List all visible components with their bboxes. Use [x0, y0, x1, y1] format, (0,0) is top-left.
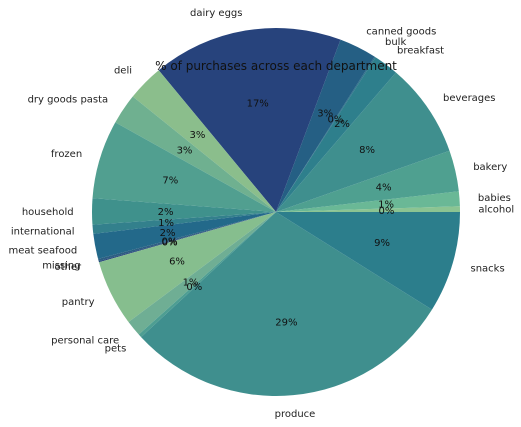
category-label: international — [11, 227, 75, 238]
pie-slice-pantry — [98, 212, 277, 323]
category-label: deli — [114, 65, 132, 76]
category-label: other — [54, 262, 82, 273]
category-label: produce — [275, 409, 316, 420]
pie-slices — [91, 27, 460, 396]
pie-slice-meat-seafood — [93, 212, 276, 259]
pie-slice-other — [98, 212, 276, 263]
percent-label: 0% — [186, 282, 202, 293]
category-label: snacks — [471, 263, 505, 274]
pie-slice-household — [91, 198, 276, 225]
category-label: pantry — [62, 297, 95, 308]
pie-slice-beverages — [276, 72, 450, 213]
pie-slice-babies — [276, 191, 460, 212]
pie-slice-personal-care — [128, 212, 276, 335]
pie-slice-dairy-eggs — [158, 27, 341, 212]
percent-label: 3% — [317, 109, 333, 120]
category-label: babies — [478, 193, 511, 204]
category-label: pets — [105, 344, 127, 355]
category-label: personal care — [51, 336, 119, 347]
percent-label: 0% — [378, 206, 394, 217]
pie-slice-snacks — [276, 212, 460, 310]
pie-slice-breakfast — [276, 57, 396, 212]
percent-label: 6% — [169, 256, 185, 267]
category-label: meat seafood — [8, 245, 77, 256]
pie-slice-international — [92, 212, 276, 234]
chart-title: % of purchases across each department — [155, 59, 397, 73]
category-label: bakery — [473, 162, 507, 173]
percent-label: 8% — [359, 145, 375, 156]
category-label: missing — [42, 260, 80, 271]
pie-slice-frozen — [92, 122, 277, 212]
category-label: breakfast — [397, 45, 444, 56]
percent-label: 2% — [160, 228, 176, 239]
percent-label: 7% — [162, 176, 178, 187]
category-label: canned goods — [366, 26, 436, 37]
percent-labels: 0%1%4%8%2%0%3%17%3%3%7%2%1%2%0%0%6%1%0%2… — [158, 99, 395, 329]
percent-label: 9% — [374, 238, 390, 249]
percent-label: 0% — [162, 237, 178, 248]
percent-label: 0% — [161, 236, 177, 247]
percent-label: 0% — [327, 115, 343, 126]
percent-label: 1% — [378, 200, 394, 211]
category-label: beverages — [443, 93, 496, 104]
percent-label: 1% — [158, 218, 174, 229]
percent-label: 3% — [189, 130, 205, 141]
category-label: dry goods pasta — [28, 94, 109, 105]
percent-label: 29% — [275, 317, 297, 328]
pie-slice-produce — [141, 212, 432, 396]
percent-label: 1% — [183, 277, 199, 288]
category-label: frozen — [51, 149, 82, 160]
category-label: bulk — [385, 37, 406, 48]
percent-label: 3% — [177, 146, 193, 157]
pie-slice-bulk — [276, 56, 376, 212]
pie-slice-pets — [138, 212, 276, 338]
pie-slice-alcohol — [276, 206, 460, 212]
percent-label: 17% — [247, 99, 269, 110]
percent-label: 2% — [334, 119, 350, 130]
pie-slice-deli — [132, 70, 276, 212]
category-label: alcohol — [478, 204, 514, 215]
category-label: household — [22, 207, 74, 218]
pie-slice-bakery — [276, 150, 459, 212]
percent-label: 2% — [158, 207, 174, 218]
percent-label: 4% — [376, 183, 392, 194]
pie-slice-missing — [98, 212, 276, 262]
pie-slice-canned-goods — [276, 39, 375, 212]
category-label: dairy eggs — [190, 8, 243, 19]
pie-slice-dry-goods-pasta — [115, 96, 276, 212]
